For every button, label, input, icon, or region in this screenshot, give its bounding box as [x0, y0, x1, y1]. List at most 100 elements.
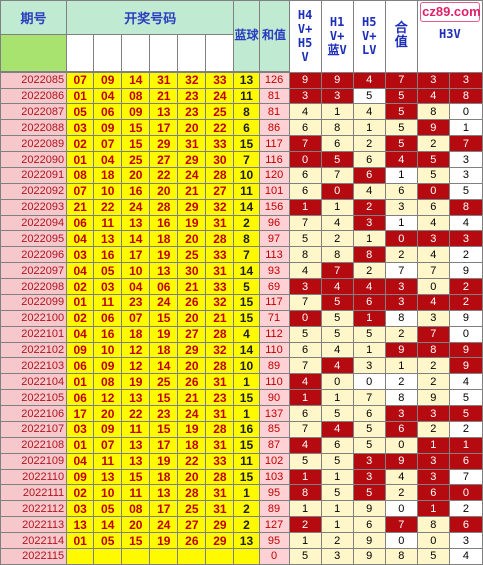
- number-cell: 24: [177, 166, 207, 184]
- indicator-cell: 0: [448, 325, 483, 343]
- indicator-cell: 5: [416, 547, 450, 565]
- issue-cell: 2022094: [0, 214, 68, 232]
- number-cell: 02: [66, 135, 95, 153]
- blue-ball-cell: 5: [233, 278, 260, 295]
- sum-header: 和值: [258, 0, 290, 72]
- issue-cell: 2022085: [0, 71, 68, 89]
- sum-cell: 86: [258, 119, 290, 137]
- number-cell: 21: [177, 389, 207, 407]
- number-cell: 09: [93, 71, 123, 89]
- number-cell: 03: [66, 119, 95, 137]
- indicator-cell: 5: [320, 151, 354, 168]
- sum-cell: 81: [258, 87, 290, 105]
- number-cell: 03: [66, 420, 95, 438]
- number-cell: 07: [93, 436, 123, 454]
- indicator-cell: 4: [448, 373, 483, 391]
- indicator-cell: 4: [320, 420, 354, 438]
- logo[interactable]: cz89.com: [418, 1, 481, 23]
- issue-cell: 2022107: [0, 420, 68, 438]
- number-cell: 13: [66, 516, 95, 534]
- indicator-cell: 5: [416, 151, 450, 168]
- blank-cell: [93, 33, 123, 72]
- number-cell: 33: [205, 135, 235, 153]
- indicator-cell: 1: [352, 309, 386, 327]
- table-row: 2022103 06 09 12 14 20 28 10 89 7 4 3 1 2 9: [0, 357, 483, 375]
- blue-ball-cell: 11: [233, 87, 260, 105]
- blue-ball-cell: 15: [233, 309, 260, 327]
- table-row: 2022088 03 09 15 17 20 22 6 86 6 8 1 5 9 1: [0, 119, 483, 137]
- indicator-cell: 2: [448, 246, 483, 264]
- sum-cell: 89: [258, 500, 290, 518]
- number-cell: 06: [66, 357, 95, 375]
- indicator-cell: 5: [320, 293, 354, 311]
- issue-cell: 2022112: [0, 500, 68, 518]
- number-cell: 16: [93, 246, 123, 264]
- number-cell: 16: [93, 325, 123, 343]
- indicator-cell: 4: [288, 262, 322, 280]
- indicator-cell: 3: [352, 468, 386, 486]
- number-cell: 06: [66, 214, 95, 232]
- indicator-cell: 9: [416, 119, 450, 137]
- number-cell: 20: [93, 405, 123, 422]
- table-row: 2022100 02 06 07 15 20 21 15 71 0 5 1 8 3 9: [0, 309, 483, 327]
- c5-header-line: H3V: [439, 27, 461, 41]
- numbers-header: 开奖号码: [66, 0, 235, 35]
- indicator-cell: 6: [448, 452, 483, 470]
- blue-ball-cell: 15: [233, 293, 260, 311]
- indicator-cell: 5: [352, 87, 386, 105]
- number-cell: 32: [205, 198, 235, 216]
- indicator-cell: 1: [384, 166, 418, 184]
- blue-ball-cell: 15: [233, 468, 260, 486]
- indicator-cell: 3: [384, 278, 418, 295]
- blank-cell: [121, 33, 151, 72]
- number-cell: 19: [121, 373, 151, 391]
- indicator-cell: 7: [448, 135, 483, 153]
- number-cell: 14: [121, 230, 151, 248]
- indicator-cell: 0: [416, 278, 450, 295]
- indicator-cell: 1: [352, 341, 386, 359]
- indicator-cell: 2: [320, 230, 354, 248]
- sum-cell: 93: [258, 262, 290, 280]
- issue-cell: 2022086: [0, 87, 68, 105]
- number-cell: 20: [177, 357, 207, 375]
- number-cell: 15: [149, 420, 179, 438]
- sum-cell: 110: [258, 341, 290, 359]
- indicator-cell: 6: [448, 516, 483, 534]
- indicator-cell: 3: [352, 452, 386, 470]
- issue-cell: 2022108: [0, 436, 68, 454]
- issue-cell: 2022088: [0, 119, 68, 137]
- number-cell: 27: [205, 182, 235, 200]
- indicator-cell: 7: [288, 214, 322, 232]
- indicator-cell: 4: [448, 547, 483, 565]
- indicator-cell: 6: [352, 166, 386, 184]
- number-cell: 31: [205, 500, 235, 518]
- number-cell: 19: [177, 214, 207, 232]
- number-cell: 27: [177, 516, 207, 534]
- indicator-cell: 5: [448, 182, 483, 200]
- indicator-cell: 3: [288, 278, 322, 295]
- indicator-cell: 2: [320, 532, 354, 549]
- number-cell: 08: [121, 500, 151, 518]
- indicator-cell: 1: [288, 389, 322, 407]
- indicator-cell: 0: [416, 182, 450, 200]
- logo-text: cz89.com: [422, 4, 481, 19]
- indicator-cell: 0: [288, 309, 322, 327]
- indicator-cell: 2: [416, 357, 450, 375]
- blank-cell: [66, 33, 95, 72]
- indicator-cell: 0: [320, 182, 354, 200]
- sum-cell: 110: [258, 373, 290, 391]
- indicator-cell: 5: [448, 405, 483, 422]
- blue-ball-cell: 4: [233, 325, 260, 343]
- number-cell: 25: [177, 246, 207, 264]
- indicator-cell: 0: [352, 373, 386, 391]
- issue-cell: 2022111: [0, 484, 68, 502]
- indicator-cell: 5: [352, 420, 386, 438]
- indicator-cell: 4: [416, 293, 450, 311]
- blue-ball-cell: 7: [233, 151, 260, 168]
- c1-header: H4 V+ H5 V: [288, 0, 322, 73]
- table-row: 2022098 02 03 04 06 21 33 5 69 3 4 4 3 0 2: [0, 278, 483, 295]
- blue-ball-cell: 14: [233, 341, 260, 359]
- blue-ball-cell: 7: [233, 246, 260, 264]
- issue-cell: 2022099: [0, 293, 68, 311]
